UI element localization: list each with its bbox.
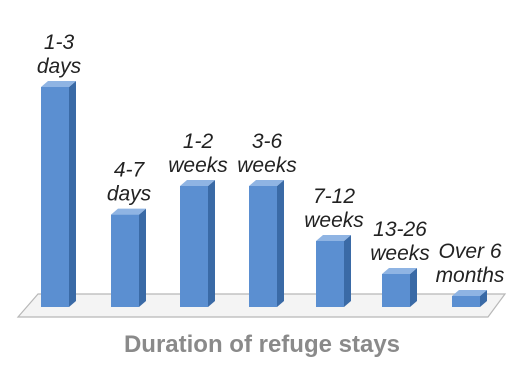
bar	[249, 180, 284, 307]
bar-side	[277, 180, 284, 307]
bar-top	[41, 81, 76, 87]
bar-front	[41, 87, 69, 307]
category-label-line: months	[436, 264, 505, 287]
category-label: Over 6 months	[436, 240, 505, 287]
bar	[452, 290, 487, 307]
category-label: 7-12 weeks	[304, 185, 364, 232]
bar-top	[111, 208, 146, 215]
bar	[316, 235, 351, 307]
category-label-line: 3-6	[252, 130, 283, 153]
category-label: 1-2 weeks	[168, 130, 228, 177]
bars	[41, 81, 487, 307]
bar-side	[69, 81, 76, 307]
category-label: 4-7 days	[107, 159, 152, 206]
bar-side	[208, 180, 215, 307]
category-label-line: days	[107, 183, 152, 206]
bar-top	[316, 235, 351, 241]
bar-front	[316, 241, 344, 307]
category-label-line: 1-3	[44, 31, 75, 54]
category-label-line: weeks	[370, 242, 430, 265]
bar-top	[180, 180, 215, 186]
bar	[41, 81, 76, 307]
bar-top	[452, 290, 487, 296]
bar	[180, 180, 215, 307]
bar-side	[480, 290, 487, 307]
bar-front	[249, 186, 277, 307]
bar-front	[382, 274, 410, 307]
category-label-line: 7-12	[313, 185, 355, 208]
bar-side	[139, 208, 146, 307]
bar-front	[180, 186, 208, 307]
category-label-line: 13-26	[373, 218, 427, 241]
bar-side	[410, 268, 417, 307]
bar-top	[249, 180, 284, 186]
chart-title: Duration of refuge stays	[124, 331, 400, 358]
category-label: 3-6 weeks	[237, 130, 297, 177]
category-label-line: weeks	[168, 154, 228, 177]
bar	[382, 268, 417, 307]
category-label-line: weeks	[237, 154, 297, 177]
category-label: 1-3 days	[37, 31, 82, 78]
bar	[111, 208, 146, 307]
category-label-line: days	[37, 55, 82, 78]
bar-front	[452, 296, 480, 307]
bar-top	[382, 268, 417, 274]
bar-front	[111, 214, 139, 307]
category-label-line: 1-2	[183, 130, 214, 153]
category-label-line: Over 6	[438, 240, 501, 263]
category-label: 13-26 weeks	[370, 218, 430, 265]
category-label-line: weeks	[304, 209, 364, 232]
category-label-line: 4-7	[114, 159, 146, 182]
bar-side	[344, 235, 351, 307]
